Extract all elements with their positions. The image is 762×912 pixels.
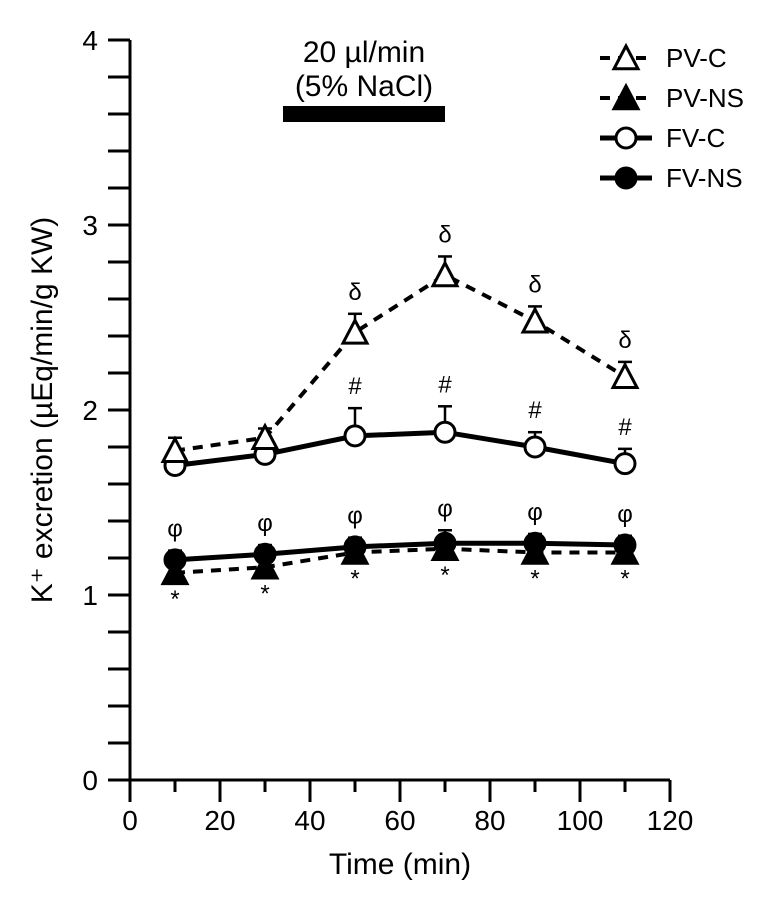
sig-FV_NS: φ (617, 501, 633, 528)
marker-FV_C (525, 437, 545, 457)
sig-PV_NS: * (530, 565, 539, 592)
sig-PV_C: δ (618, 327, 631, 354)
sig-FV_C: # (348, 373, 362, 400)
x-axis-label: Time (min) (329, 848, 471, 881)
sig-FV_NS: φ (347, 503, 363, 530)
chart-svg: 0 20 40 60 80 100 120 Time (min) 0 1 2 3 4 K⁺ excreti… (0, 0, 762, 912)
marker-FV_NS (345, 537, 365, 557)
infusion-bar (283, 106, 445, 122)
sig-PV_NS: * (170, 586, 179, 613)
sig-PV_NS: * (350, 565, 359, 592)
sig-PV_NS: * (440, 562, 449, 589)
marker-FV_NS (435, 533, 455, 553)
legend-marker-FV_NS (616, 168, 636, 188)
x-tick-label: 20 (204, 805, 235, 836)
infusion-label-bottom: (5% NaCl) (295, 70, 433, 103)
marker-FV_NS (255, 544, 275, 564)
y-tick-label: 2 (82, 395, 98, 426)
x-tick-label: 60 (384, 805, 415, 836)
sig-FV_NS: φ (437, 495, 453, 522)
sig-FV_C: # (618, 414, 632, 441)
marker-FV_C (435, 422, 455, 442)
chart-container: 0 20 40 60 80 100 120 Time (min) 0 1 2 3 4 K⁺ excreti… (0, 0, 762, 912)
y-tick-label: 4 (82, 25, 98, 56)
y-tick-label: 3 (82, 210, 98, 241)
x-tick-label: 40 (294, 805, 325, 836)
sig-PV_C: δ (348, 279, 361, 306)
x-tick-label: 100 (557, 805, 604, 836)
y-axis-label: K⁺ excretion (µEq/min/g KW) (26, 217, 59, 604)
legend-label-PV_NS: PV-NS (666, 83, 744, 113)
marker-FV_NS (165, 550, 185, 570)
marker-FV_NS (615, 535, 635, 555)
sig-FV_C: # (528, 397, 542, 424)
legend-marker-FV_C (616, 128, 636, 148)
marker-FV_C (345, 426, 365, 446)
sig-PV_NS: * (260, 580, 269, 607)
y-tick-label: 0 (82, 765, 98, 796)
marker-FV_C (615, 454, 635, 474)
marker-FV_NS (525, 533, 545, 553)
legend-label-FV_NS: FV-NS (666, 163, 743, 193)
legend-label-PV_C: PV-C (666, 43, 727, 73)
x-tick-label: 80 (474, 805, 505, 836)
sig-PV_C: δ (528, 271, 541, 298)
legend-label-FV_C: FV-C (666, 123, 725, 153)
sig-PV_C: δ (438, 221, 451, 248)
sig-FV_NS: φ (527, 499, 543, 526)
x-tick-label: 0 (122, 805, 138, 836)
sig-FV_NS: φ (257, 510, 273, 537)
sig-FV_C: # (438, 371, 452, 398)
y-tick-label: 1 (82, 580, 98, 611)
infusion-label-top: 20 µl/min (303, 36, 425, 69)
x-tick-label: 120 (647, 805, 694, 836)
sig-PV_NS: * (620, 565, 629, 592)
sig-FV_NS: φ (167, 516, 183, 543)
